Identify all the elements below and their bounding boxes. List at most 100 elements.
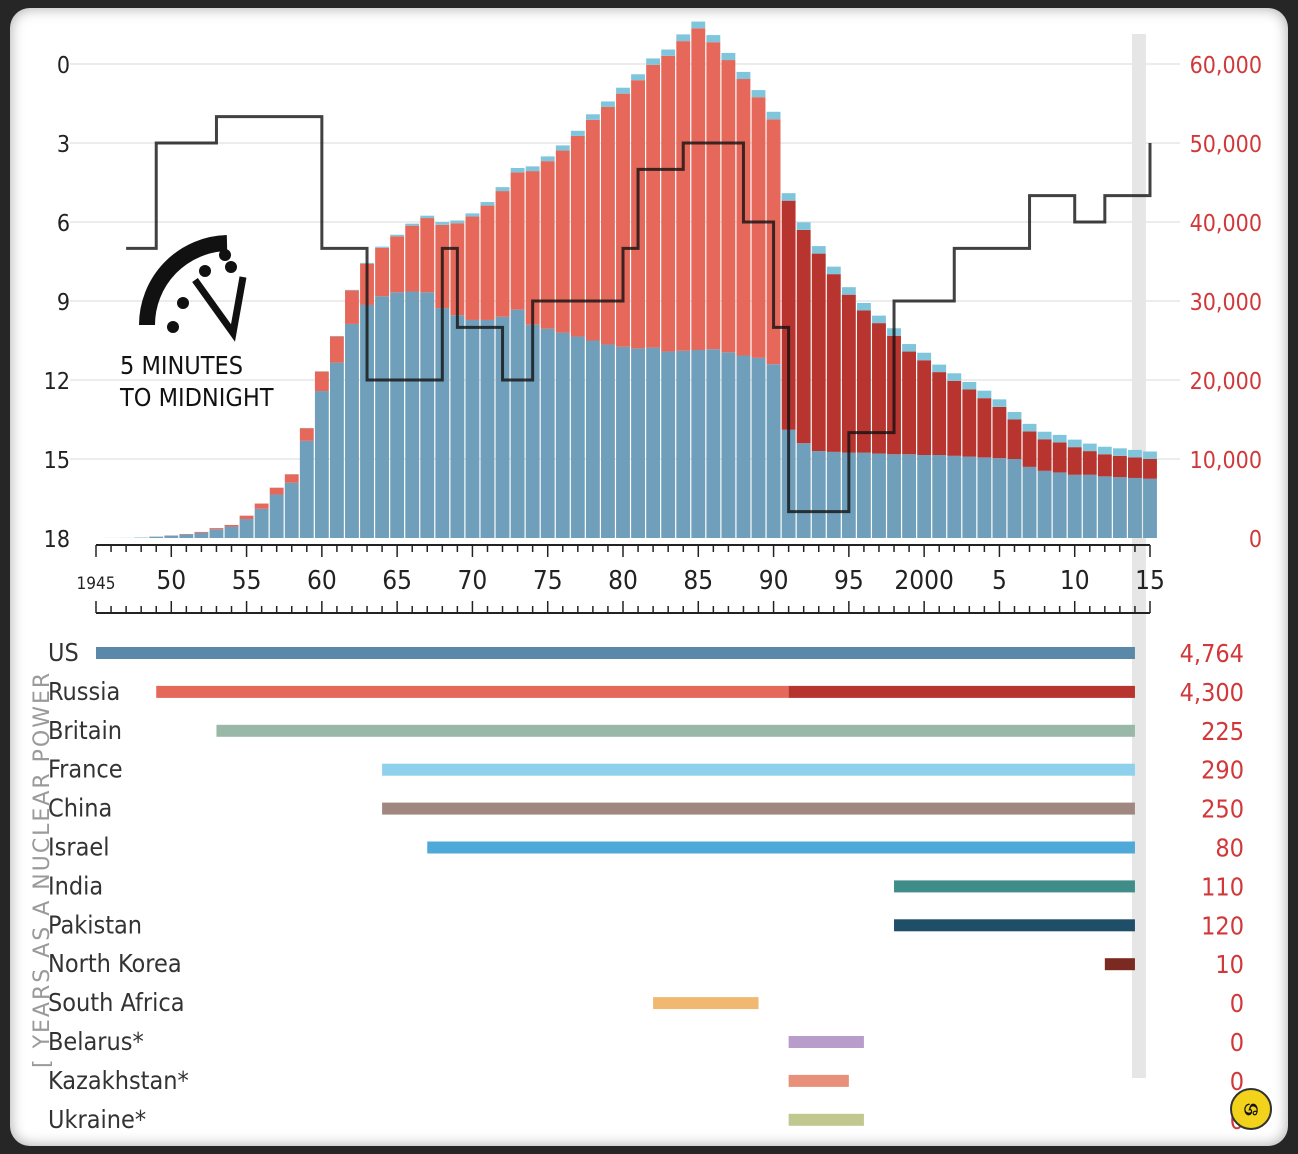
bar-russia [466, 217, 480, 320]
bar-russia [842, 295, 856, 453]
clock-label: 5 MINUTES [120, 351, 243, 380]
bar-us [977, 457, 991, 538]
bar-russia [300, 428, 314, 441]
country-bar [789, 686, 1135, 698]
country-bar [894, 919, 1135, 931]
bar-russia [1053, 442, 1067, 472]
bar-us [345, 324, 359, 538]
bar-russia [315, 372, 329, 392]
logo-badge-icon: ශ [1230, 1088, 1272, 1130]
country-label: Belarus* [48, 1027, 144, 1056]
x-tick-label: 2000 [894, 566, 954, 596]
bar-russia [1113, 456, 1127, 477]
country-bar [382, 803, 1135, 815]
country-bar [789, 1114, 864, 1126]
bar-russia [1143, 459, 1157, 479]
bar-others [1008, 412, 1022, 420]
x-tick-label: 95 [834, 566, 864, 596]
bar-russia [691, 28, 705, 350]
country-label: France [48, 755, 123, 784]
country-bar [96, 647, 1135, 659]
warhead-count-label: 0 [1230, 1028, 1244, 1057]
bar-us [315, 391, 329, 538]
clock-label: TO MIDNIGHT [119, 383, 274, 412]
bar-others [1023, 424, 1037, 432]
country-bar [653, 997, 758, 1009]
bar-russia [194, 532, 208, 533]
bar-others [556, 145, 570, 150]
bar-us [164, 536, 178, 538]
bar-us [827, 452, 841, 538]
warhead-count-label: 4,300 [1180, 678, 1244, 707]
warhead-count-label: 290 [1201, 756, 1244, 785]
bar-us [902, 454, 916, 538]
clock-dot-icon [225, 261, 237, 273]
bar-us [646, 348, 660, 538]
bar-us [1038, 471, 1052, 538]
bar-us [541, 329, 555, 538]
bar-others [812, 246, 826, 254]
bar-others [827, 267, 841, 275]
bar-russia [661, 56, 675, 352]
bar-russia [541, 161, 555, 329]
bar-russia [285, 474, 299, 482]
country-bar [789, 1036, 864, 1048]
bar-others [676, 34, 690, 41]
bar-russia [721, 60, 735, 352]
bar-us [857, 453, 871, 538]
bar-russia [616, 94, 630, 347]
bar-others [450, 220, 464, 223]
bar-us [1023, 467, 1037, 538]
country-bar [156, 686, 788, 698]
nuclear-arsenal-chart: 0 3 6 9 12 15 18 60,000 50,000 40,000 30,000 20,000… [10, 8, 1288, 1146]
bar-others [481, 202, 495, 206]
bar-russia [917, 360, 931, 455]
bar-others [541, 156, 555, 161]
bar-us [270, 495, 284, 538]
country-label: Pakistan [48, 910, 142, 939]
bar-others [390, 235, 404, 237]
clock-dot-icon [177, 297, 189, 309]
bar-us [993, 458, 1007, 538]
bar-us [1128, 478, 1142, 538]
bar-us [179, 534, 193, 538]
bar-us [887, 454, 901, 538]
bar-russia [270, 488, 284, 495]
bar-russia [1098, 454, 1112, 476]
country-label: South Africa [48, 988, 185, 1017]
bar-us [691, 350, 705, 538]
bar-us [1098, 476, 1112, 538]
bar-russia [902, 352, 916, 455]
bar-us [962, 457, 976, 538]
bar-us [631, 348, 645, 538]
bar-others [1068, 440, 1082, 448]
bar-russia [405, 226, 419, 292]
x-tick-label: 90 [759, 566, 789, 596]
bar-others [375, 247, 389, 248]
bar-others [466, 213, 480, 216]
left-tick-label: 15 [44, 448, 70, 474]
bar-russia [255, 504, 269, 509]
bar-russia [1023, 431, 1037, 467]
bar-russia [571, 136, 585, 337]
bar-us [571, 337, 585, 538]
bar-russia [556, 151, 570, 333]
right-tick-label: 30,000 [1190, 290, 1262, 316]
bar-us [450, 315, 464, 538]
bar-others [616, 88, 630, 94]
bar-others [526, 166, 540, 171]
bar-us [466, 320, 480, 538]
country-label: Israel [48, 833, 109, 862]
bar-us [240, 519, 254, 538]
bar-us [511, 310, 525, 538]
chart-frame: 0 3 6 9 12 15 18 60,000 50,000 40,000 30,000 20,000… [10, 8, 1288, 1146]
bar-us [1143, 479, 1157, 538]
right-tick-label: 0 [1249, 527, 1262, 553]
bar-others [1098, 447, 1112, 455]
bar-others [797, 222, 811, 230]
country-label: Kazakhstan* [48, 1066, 189, 1095]
bar-others [496, 187, 510, 191]
bar-us [255, 509, 269, 538]
bar-russia [496, 191, 510, 317]
x-tick-label: 15 [1135, 566, 1165, 596]
